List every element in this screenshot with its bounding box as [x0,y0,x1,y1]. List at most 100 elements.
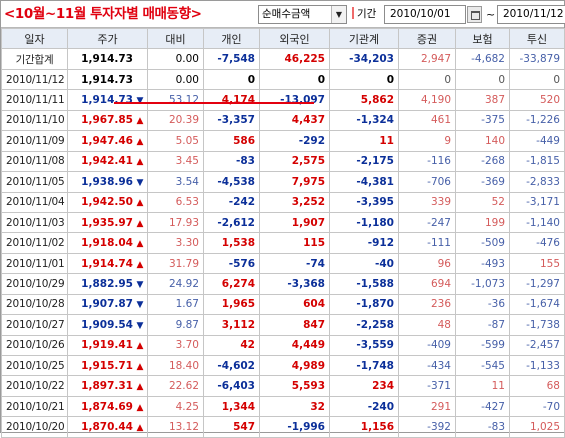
price-value: 1,907.87 [81,298,133,311]
cell-foreign: 7,975 [259,171,330,193]
column-header-price[interactable]: 주가 [67,27,148,50]
cell-date: 2010/11/11 [1,89,68,111]
table-row[interactable]: 2010/11/08 1,942.41 ▲ 3.45 -83 2,575 -2,175 -11… [1,150,565,173]
table-row[interactable]: 2010/10/26 1,919.41 ▲ 3.70 42 4,449 -3,559 -409… [1,334,565,357]
cell-institution: -912 [329,232,399,254]
cell-foreign: 2,575 [259,150,330,173]
cell-date: 2010/10/21 [1,395,68,418]
cell-foreign: 4,437 [259,109,330,132]
table-row[interactable]: 2010/10/21 1,874.69 ▲ 4.25 1,344 32 -240 291 -42… [1,395,565,418]
table-row[interactable]: 2010/11/01 1,914.74 ▲ 31.79 -576 -74 -40 96 -493… [1,252,565,275]
table-row[interactable]: 2010/11/12 1,914.73 0.00 0 0 0 0 0 0 [1,68,565,91]
column-header-ins[interactable]: 보험 [455,27,510,50]
cell-change: 31.79 [147,252,204,275]
cell-insurance: -1,073 [455,273,510,295]
period-label: 기간 [352,5,376,24]
cell-individual: 547 [203,416,260,438]
cell-price: 1,907.87 ▼ [67,293,148,316]
cell-insurance: 11 [455,375,510,397]
toolbar: <10월~11월 투자자별 매매동향> 순매수금액 ▼ 기간 2010/10/0… [1,1,565,28]
chevron-down-icon[interactable]: ▼ [331,6,346,23]
cell-institution: -40 [329,252,399,275]
cell-change: 6.53 [147,191,204,213]
cell-securities: 96 [398,252,456,275]
calendar-icon[interactable] [467,6,482,23]
table-row[interactable]: 2010/11/05 1,938.96 ▼ 3.54 -4,538 7,975 -4,381… [1,171,565,193]
triangle-up-icon: ▲ [136,218,144,229]
table-row[interactable]: 2010/10/28 1,907.87 ▼ 1.67 1,965 604 -1,870 236… [1,293,565,316]
column-header-sec[interactable]: 증권 [398,27,456,50]
cell-change: 3.70 [147,334,204,357]
cell-insurance: 0 [455,68,510,91]
triangle-up-icon: ▲ [136,361,144,372]
cell-institution: -4,381 [329,171,399,193]
table-row[interactable]: 2010/11/10 1,967.85 ▲ 20.39 -3,357 4,437 -1,32… [1,109,565,132]
column-header-trust[interactable]: 투신 [509,27,565,50]
period-label-text: 기간 [357,8,377,20]
cell-securities: -434 [398,354,456,377]
cell-date: 기간합계 [1,48,68,70]
table-row[interactable]: 2010/11/09 1,947.46 ▲ 5.05 586 -292 11 9 140 -449 [1,130,565,152]
date-to-input[interactable]: 2010/11/12 [497,5,565,24]
cell-price: 1,938.96 ▼ [67,171,148,193]
cell-insurance: -599 [455,334,510,357]
cell-price: 1,967.85 ▲ [67,109,148,132]
column-header-indiv[interactable]: 개인 [203,27,260,50]
table-row[interactable]: 2010/10/27 1,909.54 ▼ 9.87 3,112 847 -2,258 48-… [1,314,565,336]
cell-institution: -1,748 [329,354,399,377]
table-row[interactable]: 2010/10/29 1,882.95 ▼ 24.92 6,274 -3,368 -1,58… [1,273,565,295]
column-header-date[interactable]: 일자 [1,27,68,50]
cell-price: 1,870.44 ▲ [67,416,148,438]
cell-institution: 234 [329,375,399,397]
cell-trust: -1,140 [509,211,565,234]
cell-change: 4.25 [147,395,204,418]
table-row[interactable]: 2010/10/22 1,897.31 ▲ 22.62 -6,403 5,593 234 -3… [1,375,565,397]
triangle-up-icon: ▲ [136,259,144,270]
triangle-up-icon: ▲ [136,423,144,434]
cell-individual: -242 [203,191,260,213]
cell-institution: -34,203 [329,48,399,70]
mode-select[interactable]: 순매수금액 ▼ [258,5,347,24]
cell-price: 1,914.74 ▲ [67,252,148,275]
column-header-inst[interactable]: 기관계 [329,27,399,50]
date-from-input[interactable]: 2010/10/01 [384,5,466,24]
cell-securities: -111 [398,232,456,254]
table-row[interactable]: 2010/10/20 1,870.44 ▲ 13.12 547 -1,996 1,156 -3… [1,416,565,438]
cell-trust: 1,025 [509,416,565,438]
cell-insurance: 140 [455,130,510,152]
table-row[interactable]: 2010/11/111,914.73▼53.124,174-13,0975,86… [1,89,565,111]
cell-price: 1,897.31 ▲ [67,375,148,397]
cell-insurance: -36 [455,293,510,316]
table-row[interactable]: 2010/11/02 1,918.04 ▲ 3.30 1,538 115 -912 -111-… [1,232,565,254]
cell-price: 1,947.46 ▲ [67,130,148,152]
table-row[interactable]: 2010/11/04 1,942.50 ▲ 6.53 -242 3,252 -3,395 33… [1,191,565,213]
cell-insurance: -375 [455,109,510,132]
cell-insurance: -369 [455,171,510,193]
date-separator: ~ [486,8,496,21]
cell-trust: 0 [509,68,565,91]
cell-change: 17.93 [147,211,204,234]
cell-institution: 5,862 [329,89,399,111]
column-header-change[interactable]: 대비 [147,27,204,50]
cell-foreign: 0 [259,68,330,91]
triangle-up-icon: ▲ [136,382,144,393]
cell-trust: -2,457 [509,334,565,357]
cell-date: 2010/10/26 [1,334,68,357]
cell-price: 1,942.50 ▲ [67,191,148,213]
table-row[interactable]: 2010/10/25 1,915.71 ▲ 18.40 -4,602 4,989 -1,74… [1,354,565,377]
cell-institution: -3,559 [329,334,399,357]
cell-price: 1,882.95 ▼ [67,273,148,295]
column-header-foreign[interactable]: 외국인 [259,27,330,50]
cell-date: 2010/10/29 [1,273,68,295]
price-value: 1,870.44 [81,421,133,434]
cell-trust: -70 [509,395,565,418]
price-value: 1,897.31 [81,380,133,393]
cell-price: 1,918.04 ▲ [67,232,148,254]
cell-institution: -1,588 [329,273,399,295]
cell-insurance: -87 [455,314,510,336]
cell-date: 2010/11/08 [1,150,68,173]
table-row[interactable]: 기간합계 1,914.73 0.00 -7,548 46,225 -34,203 2,947… [1,48,565,70]
cell-individual: 6,274 [203,273,260,295]
table-row[interactable]: 2010/11/03 1,935.97 ▲ 17.93 -2,612 1,907 -1,18… [1,211,565,234]
price-value: 1,942.50 [81,196,133,209]
